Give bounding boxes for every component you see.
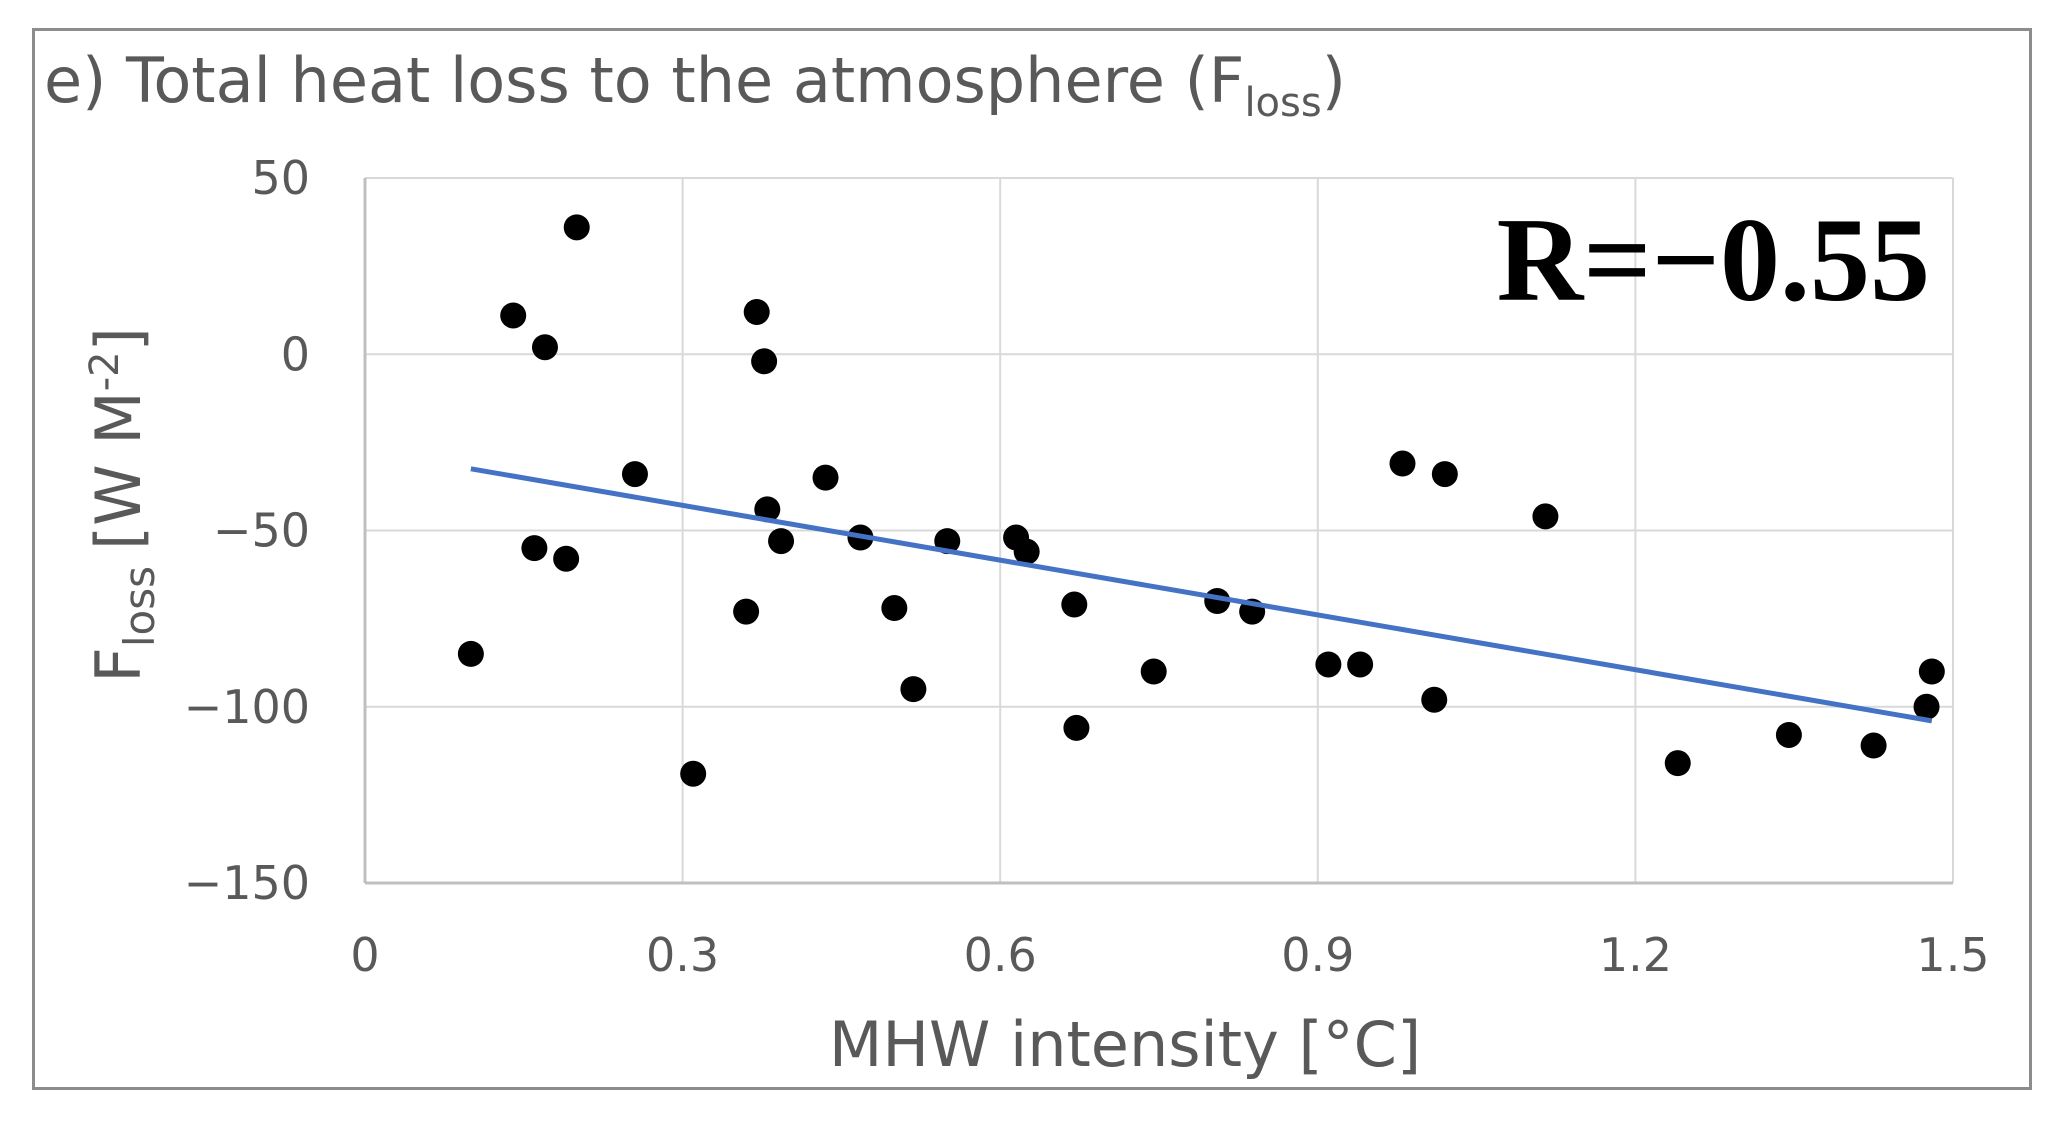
x-tick-label: 1.2	[1599, 928, 1672, 982]
x-tick-label: 1.5	[1916, 928, 1989, 982]
axes	[363, 178, 1953, 885]
y-axis-label-close: ]	[82, 327, 155, 351]
data-point	[768, 528, 795, 555]
chart-title: e) Total heat loss to the atmosphere (Fl…	[44, 50, 1346, 126]
data-point	[1918, 658, 1945, 685]
data-point	[743, 298, 770, 325]
x-tick-label: 0.9	[1281, 928, 1354, 982]
y-tick-label: −100	[184, 680, 310, 734]
data-point	[1775, 721, 1802, 748]
data-point	[900, 676, 927, 703]
data-point	[1140, 658, 1167, 685]
correlation-annotation: R=−0.55	[1497, 193, 1930, 326]
x-tick-label: 0	[350, 928, 379, 982]
data-point	[1013, 538, 1040, 565]
data-point	[1315, 651, 1342, 678]
data-point	[881, 595, 908, 622]
y-axis-label-unit: [W M	[82, 391, 155, 550]
data-point	[1347, 651, 1374, 678]
y-axis-label-superscript: -2	[82, 351, 128, 391]
data-point	[754, 496, 781, 523]
data-point	[553, 545, 580, 572]
data-point	[1860, 732, 1887, 759]
y-tick-label: 0	[281, 327, 310, 381]
x-axis-label: MHW intensity [°C]	[829, 1008, 1421, 1081]
data-point	[1063, 714, 1090, 741]
trendline	[470, 466, 1933, 724]
data-point	[1389, 450, 1416, 477]
chart-title-suffix: )	[1321, 44, 1346, 117]
y-axis-label: Floss [W M-2]	[82, 327, 164, 683]
data-point	[733, 598, 760, 625]
chart-title-subscript: loss	[1244, 80, 1322, 126]
data-point	[1913, 693, 1940, 720]
data-point	[1664, 750, 1691, 777]
data-point	[521, 535, 548, 562]
data-point	[1421, 686, 1448, 713]
chart-title-prefix: e) Total heat loss to the atmosphere (F	[44, 44, 1245, 117]
data-points	[457, 214, 1945, 787]
y-tick-labels: 50 0 −50 −100 −150	[184, 151, 310, 910]
data-point	[621, 461, 648, 488]
y-axis-label-main: F	[82, 647, 155, 683]
x-tick-label: 0.6	[964, 928, 1037, 982]
data-point	[751, 348, 778, 375]
data-point	[457, 640, 484, 667]
data-point	[531, 334, 558, 361]
data-point	[1532, 503, 1559, 530]
data-point	[1061, 591, 1088, 618]
data-point	[500, 302, 527, 329]
x-tick-labels: 0 0.3 0.6 0.9 1.2 1.5	[350, 928, 1989, 982]
data-point	[680, 760, 707, 787]
data-point	[812, 464, 839, 491]
trendline-group	[470, 466, 1933, 724]
data-point	[563, 214, 590, 241]
y-tick-label: −150	[184, 856, 310, 910]
y-tick-label: 50	[251, 151, 310, 205]
data-point	[1431, 461, 1458, 488]
x-tick-label: 0.3	[646, 928, 719, 982]
y-axis-label-subscript: loss	[115, 566, 164, 647]
y-tick-label: −50	[213, 504, 310, 558]
gridlines	[365, 177, 1954, 883]
